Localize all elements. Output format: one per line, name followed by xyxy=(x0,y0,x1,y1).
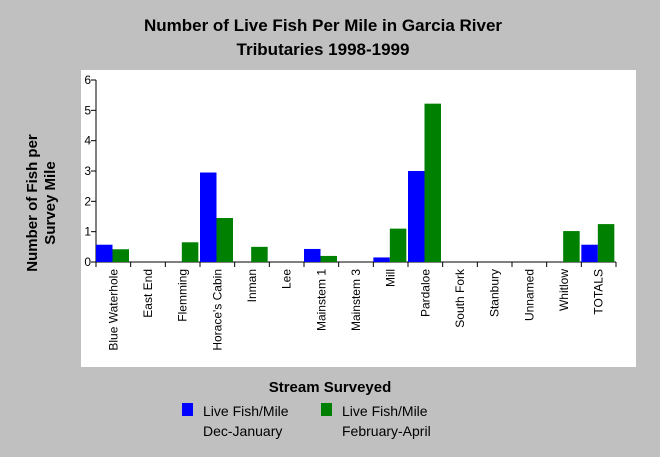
bar-horace-s-cabin-series-1 xyxy=(200,172,217,262)
x-tick-label: Flemming xyxy=(176,269,190,322)
x-tick-label: Whitlow xyxy=(557,269,571,311)
x-tick-label: Pardaloe xyxy=(418,269,432,317)
legend: Live Fish/Mile Dec-January Live Fish/Mil… xyxy=(182,403,431,439)
legend-swatch-february-april xyxy=(321,403,332,416)
y-axis-title-line2: Survey Mile xyxy=(42,161,59,244)
chart-title-line1: Number of Live Fish Per Mile in Garcia R… xyxy=(144,16,502,35)
legend-label-2-line2: February-April xyxy=(342,423,431,439)
y-tick-label: 5 xyxy=(84,103,91,117)
x-tick-label: Unnamed xyxy=(522,269,536,321)
bar-mill-series-1 xyxy=(373,257,390,262)
x-tick-label: Mainstem 3 xyxy=(349,269,363,331)
x-tick-label: East End xyxy=(141,269,155,318)
x-tick-label: Horace's Cabin xyxy=(210,269,224,351)
y-tick-label: 1 xyxy=(84,225,91,239)
bar-inman-series-2 xyxy=(251,246,268,262)
bar-whitlow-series-2 xyxy=(563,231,580,262)
y-axis-title-line1: Number of Fish per xyxy=(24,134,41,272)
bar-flemming-series-2 xyxy=(181,242,199,262)
bar-mainstem-1-series-2 xyxy=(320,255,337,262)
x-tick-label: Inman xyxy=(245,269,259,302)
bars xyxy=(96,103,615,262)
plot-area xyxy=(81,70,636,367)
y-tick-label: 4 xyxy=(84,134,91,148)
x-tick-label: Lee xyxy=(280,269,294,289)
y-ticks: 0 1 2 3 4 5 6 xyxy=(84,73,96,269)
bar-horace-s-cabin-series-2 xyxy=(216,218,233,262)
x-tick-label: Mainstem 1 xyxy=(314,269,328,331)
y-tick-label: 3 xyxy=(84,164,91,178)
chart-title-line2: Tributaries 1998-1999 xyxy=(237,40,410,59)
y-tick-label: 6 xyxy=(84,73,91,87)
x-axis-title: Stream Surveyed xyxy=(269,379,392,396)
bar-totals-series-2 xyxy=(597,224,615,262)
legend-label-2-line1: Live Fish/Mile xyxy=(342,403,428,419)
bar-blue-waterhole-series-2 xyxy=(112,249,129,262)
x-ticks: Blue Waterhole East End Flemming Horace's C… xyxy=(95,262,617,351)
x-tick-label: Blue Waterhole xyxy=(106,269,120,351)
legend-swatch-dec-january xyxy=(182,403,193,416)
x-tick-label: TOTALS xyxy=(592,269,606,315)
legend-label-1-line1: Live Fish/Mile xyxy=(203,403,289,419)
y-tick-label: 2 xyxy=(84,194,91,208)
x-tick-label: South Fork xyxy=(453,268,467,328)
bar-pardaloe-series-1 xyxy=(408,171,425,262)
bar-totals-series-1 xyxy=(581,244,598,262)
bar-mill-series-2 xyxy=(389,228,407,262)
x-tick-label: Mill xyxy=(384,269,398,287)
legend-label-1-line2: Dec-January xyxy=(203,423,282,439)
bar-mainstem-1-series-1 xyxy=(304,248,321,262)
x-tick-label: Stanbury xyxy=(488,269,502,317)
bar-pardaloe-series-2 xyxy=(424,103,441,262)
y-tick-label: 0 xyxy=(84,255,91,269)
bar-blue-waterhole-series-1 xyxy=(96,244,113,262)
